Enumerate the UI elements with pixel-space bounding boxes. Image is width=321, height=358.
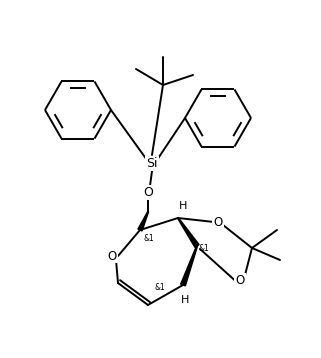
Text: H: H: [179, 201, 187, 211]
Text: O: O: [235, 274, 245, 286]
Text: O: O: [213, 216, 223, 228]
Text: Si: Si: [146, 156, 158, 169]
Polygon shape: [178, 218, 199, 247]
Text: &1: &1: [144, 233, 155, 242]
Polygon shape: [138, 212, 148, 231]
Text: O: O: [108, 250, 117, 262]
Text: H: H: [181, 295, 189, 305]
Text: O: O: [143, 185, 153, 198]
Text: &1: &1: [199, 243, 210, 252]
Text: &1: &1: [155, 282, 166, 291]
Polygon shape: [181, 246, 197, 286]
